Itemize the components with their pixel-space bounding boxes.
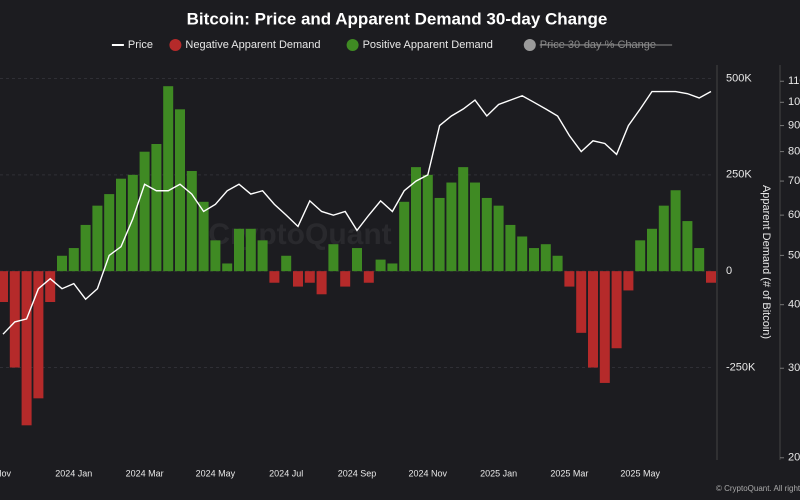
bar xyxy=(175,109,185,272)
price-line xyxy=(2,90,712,335)
bar xyxy=(670,190,681,272)
bar xyxy=(694,248,705,272)
bar xyxy=(576,271,587,333)
bar xyxy=(399,201,410,272)
bar xyxy=(529,248,539,272)
bar xyxy=(434,197,445,272)
bar xyxy=(658,205,669,272)
bar xyxy=(57,255,67,272)
x-tick-label: 2025 Mar xyxy=(550,468,588,478)
bar xyxy=(104,194,115,272)
bar xyxy=(304,271,315,283)
bar xyxy=(387,263,398,272)
bar xyxy=(481,197,492,272)
x-tick-label: 2025 Jan xyxy=(480,468,517,478)
bar xyxy=(470,182,480,272)
bar xyxy=(316,271,327,295)
chart-title: Bitcoin: Price and Apparent Demand 30-da… xyxy=(187,9,608,28)
bar xyxy=(552,255,563,272)
y2-tick-label: 100K xyxy=(788,96,800,108)
x-tick-label: 2024 May xyxy=(196,468,236,478)
bar xyxy=(375,259,386,272)
bar xyxy=(281,255,292,272)
y-tick-label: 250K xyxy=(726,169,752,181)
y2-tick-label: 40K xyxy=(788,299,800,311)
bar xyxy=(623,271,634,291)
legend-swatch xyxy=(346,39,359,51)
y-axis-title: Apparent Demand (# of Bitcoin) xyxy=(760,185,772,339)
bar xyxy=(21,271,32,426)
bar xyxy=(245,228,256,272)
bar xyxy=(352,248,362,272)
y2-tick-label: 30K xyxy=(788,362,800,374)
bar xyxy=(210,240,221,272)
bar xyxy=(706,271,716,283)
y2-tick-label: 80K xyxy=(788,145,800,157)
footer: © CryptoQuant. All rights xyxy=(716,484,800,493)
y2-tick-label: 60K xyxy=(788,209,800,221)
legend-label: Price xyxy=(128,39,153,51)
bar xyxy=(411,167,421,272)
bar xyxy=(517,236,528,272)
x-tick-label: 2024 Nov xyxy=(409,468,448,478)
bar xyxy=(139,151,150,272)
bar xyxy=(599,271,610,383)
legend-swatch xyxy=(523,39,536,51)
y2-tick-label: 50K xyxy=(788,249,800,261)
bar xyxy=(186,170,197,272)
bar xyxy=(222,263,233,272)
bar xyxy=(92,205,103,272)
bar xyxy=(611,271,622,349)
x-tick-label: 2024 Mar xyxy=(126,468,164,478)
bar xyxy=(45,271,56,302)
bar xyxy=(116,178,126,272)
bar xyxy=(340,271,351,287)
bar xyxy=(198,201,209,272)
x-tick-label: 2024 Jan xyxy=(55,468,92,478)
bar xyxy=(422,174,433,272)
x-tick-label: Nov xyxy=(0,468,11,478)
bar xyxy=(33,271,44,399)
bar xyxy=(493,205,504,272)
y-tick-label: 500K xyxy=(726,72,752,84)
y2-tick-label: 20K xyxy=(788,452,800,464)
bar xyxy=(328,244,339,272)
bar xyxy=(127,174,138,272)
bar xyxy=(446,182,457,272)
bar xyxy=(540,244,551,272)
bar xyxy=(635,240,646,272)
legend-label: Positive Apparent Demand xyxy=(363,39,493,51)
bar xyxy=(458,167,469,272)
bar xyxy=(234,228,244,272)
bar xyxy=(68,248,79,272)
bar xyxy=(0,271,8,302)
bar xyxy=(682,221,693,272)
x-tick-label: 2024 Sep xyxy=(338,468,377,478)
y2-tick-label: 70K xyxy=(788,175,800,187)
bar xyxy=(151,144,162,272)
bar xyxy=(363,271,374,283)
y2-tick-label: 110K xyxy=(788,75,800,87)
bar xyxy=(505,224,516,272)
bar xyxy=(293,271,303,287)
bar xyxy=(647,228,657,272)
bar xyxy=(588,271,598,368)
bar xyxy=(80,224,91,272)
x-tick-label: 2024 Jul xyxy=(269,468,303,478)
legend-swatch xyxy=(169,39,182,51)
legend-label: Negative Apparent Demand xyxy=(185,39,320,51)
bar xyxy=(564,271,575,287)
bar xyxy=(9,271,20,368)
bar xyxy=(163,86,174,272)
bar xyxy=(257,240,268,272)
x-tick-label: 2025 May xyxy=(620,468,660,478)
y-tick-label: -250K xyxy=(726,361,756,373)
bar xyxy=(269,271,280,283)
y-tick-label: 0 xyxy=(726,265,732,277)
y2-tick-label: 90K xyxy=(788,119,800,131)
